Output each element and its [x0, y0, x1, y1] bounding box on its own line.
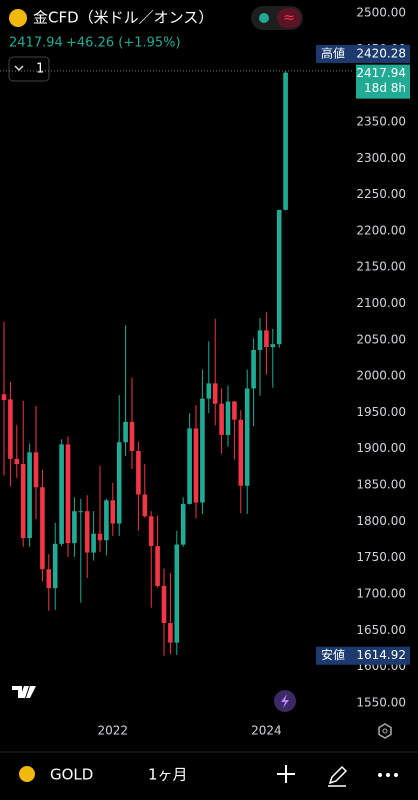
candle-body [283, 72, 288, 210]
tv-logo [12, 686, 36, 698]
candle-body [168, 623, 173, 643]
low-label-box [316, 646, 410, 665]
symbol-icon [9, 9, 27, 27]
candle-body [257, 330, 263, 350]
y-tick-label: 1550.00 [356, 695, 406, 709]
y-tick-label: 1750.00 [356, 550, 406, 564]
candle-body [104, 500, 109, 541]
y-tick-label: 1950.00 [356, 405, 406, 419]
footer-symbol-icon [19, 766, 35, 782]
candle-body [180, 503, 186, 545]
y-tick-label: 1850.00 [356, 478, 406, 492]
market-open-dot [259, 13, 269, 23]
y-tick-label: 2350.00 [356, 114, 406, 128]
candle-body [46, 569, 52, 589]
candle-body [97, 533, 103, 541]
candle-body [219, 403, 224, 435]
interval: 1 [36, 62, 44, 77]
candle-body [52, 543, 58, 589]
candle-body [65, 444, 71, 544]
candle-body [27, 452, 32, 539]
candle-body [238, 419, 244, 486]
candle-body [14, 458, 20, 464]
settings-dot [382, 728, 388, 734]
candle-body [1, 394, 7, 401]
high-label-box [316, 44, 410, 63]
candle-body [225, 401, 231, 435]
candle-body [232, 401, 237, 420]
y-tick-label: 2200.00 [356, 223, 406, 237]
candle-body [270, 344, 276, 348]
candle-body [142, 494, 148, 517]
y-tick-label: 2500.00 [356, 6, 406, 20]
candle-body [129, 421, 135, 451]
candle-body [187, 428, 192, 504]
candle-body [148, 516, 154, 547]
last-price-box [356, 64, 410, 99]
footer-symbol[interactable]: GOLD [50, 766, 93, 784]
price-change: +46.26 (+1.95%) [66, 36, 181, 51]
settings-button[interactable] [378, 723, 392, 739]
y-tick-label: 1900.00 [356, 441, 406, 455]
candle-body [91, 533, 96, 553]
candle-body [174, 544, 180, 643]
y-tick-label: 2250.00 [356, 187, 406, 201]
y-tick-label: 2000.00 [356, 369, 406, 383]
candle-body [110, 500, 116, 524]
y-tick-label: 1700.00 [356, 586, 406, 600]
candle-body [20, 463, 26, 539]
x-tick-label: 2024 [251, 724, 282, 738]
candle-body [33, 452, 39, 488]
candle-body [136, 450, 141, 495]
candle-body [40, 487, 45, 570]
candle-body [244, 388, 250, 486]
candle-body [72, 511, 77, 544]
candle-body [84, 511, 90, 553]
high-value: 2420.28 [356, 46, 406, 60]
y-tick-label: 1650.00 [356, 623, 406, 637]
candle-body [116, 442, 122, 524]
interval-button[interactable] [8, 56, 50, 82]
countdown: 18d 8h [364, 81, 406, 95]
y-tick-label: 2050.00 [356, 332, 406, 346]
more-button[interactable] [378, 773, 398, 777]
y-tick-label: 1800.00 [356, 514, 406, 528]
chevron [14, 65, 24, 72]
candle-body [78, 511, 84, 513]
y-tick-label: 2100.00 [356, 296, 406, 310]
candle-body [264, 330, 269, 348]
candle-body [193, 428, 199, 503]
y-tick-label: 2300.00 [356, 151, 406, 165]
candle-body [8, 399, 13, 459]
candle-body [206, 383, 212, 399]
low-label: 安値 [321, 647, 345, 662]
price: 2417.94 [9, 36, 63, 51]
alert-button[interactable] [277, 8, 301, 28]
candle-body [123, 421, 128, 443]
candle-body [212, 383, 218, 404]
candle-body [161, 585, 167, 624]
low-value: 1614.92 [356, 648, 406, 662]
lightning-icon [281, 694, 289, 708]
candle-body [200, 398, 205, 503]
high-label: 高値 [321, 45, 345, 60]
footer-timeframe[interactable]: 1ヶ月 [148, 766, 188, 784]
candle-body [251, 349, 256, 389]
symbol-title: 金CFD（米ドル／オンス） [33, 9, 213, 27]
add-button[interactable] [277, 765, 295, 783]
candle-body [155, 546, 160, 586]
alert-icon: ≈ [283, 10, 295, 26]
candle-body [59, 444, 64, 544]
x-tick-label: 2022 [98, 724, 129, 738]
y-tick-label: 2150.00 [356, 260, 406, 274]
candle-body [276, 209, 282, 345]
last-price: 2417.94 [356, 66, 406, 80]
draw-button[interactable] [328, 765, 348, 787]
